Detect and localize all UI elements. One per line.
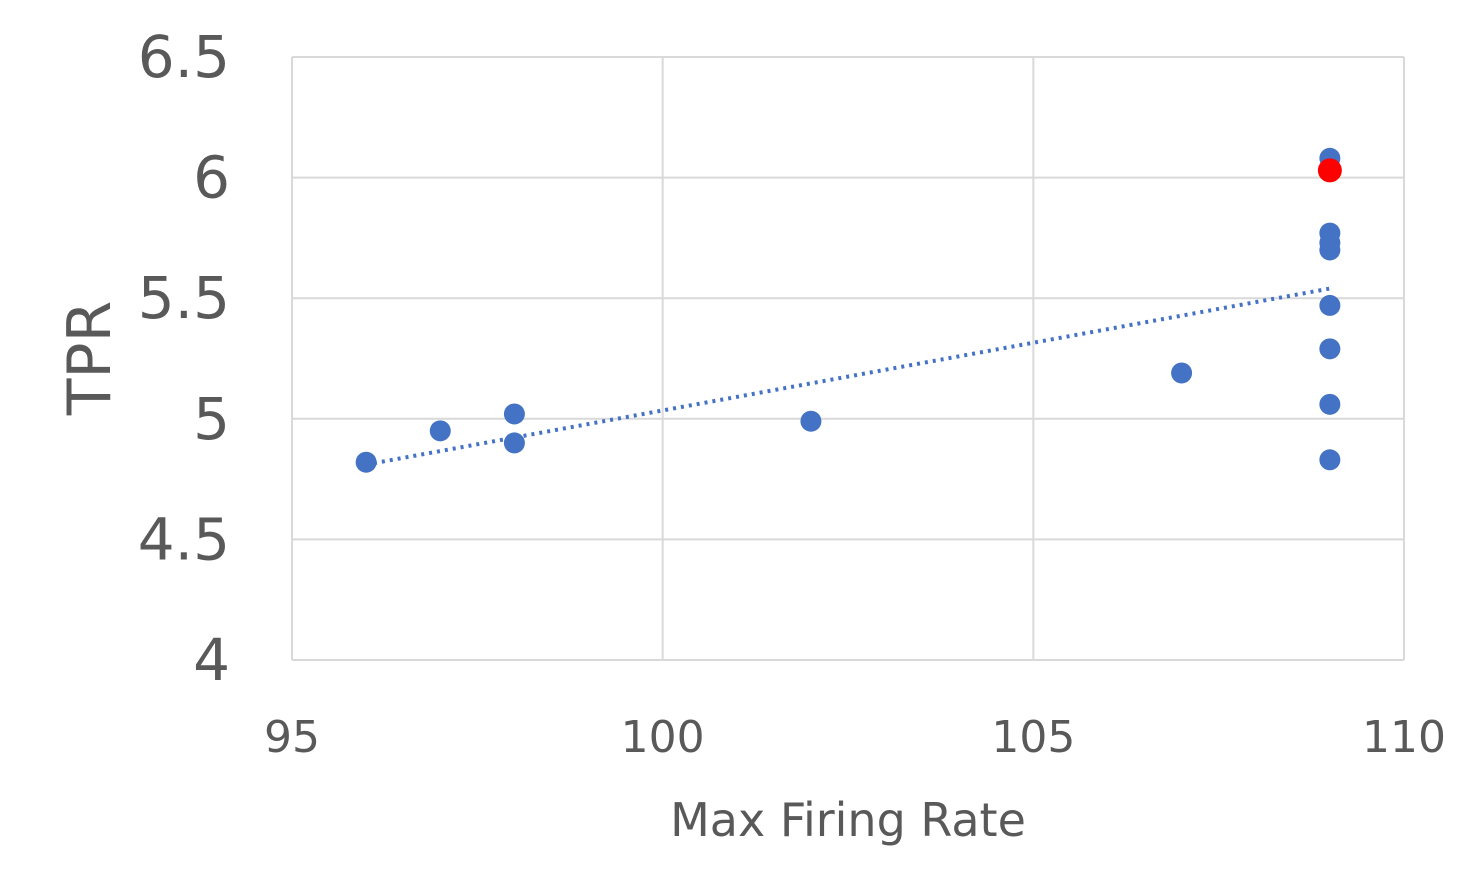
data-point (1319, 338, 1341, 360)
data-point (1171, 362, 1193, 384)
x-tick-label: 95 (264, 712, 320, 763)
data-point (1319, 393, 1341, 415)
y-axis-label: TPR (55, 301, 125, 417)
data-point (1319, 294, 1341, 316)
data-point (1319, 449, 1341, 471)
highlighted-point (1317, 158, 1342, 183)
y-axis-ticks: 4 4.5 5 5.5 6 6.5 (138, 23, 230, 694)
x-tick-label: 100 (621, 712, 705, 763)
data-point (1319, 232, 1341, 254)
y-tick-label: 5.5 (138, 264, 230, 332)
y-tick-label: 5 (193, 385, 230, 453)
data-point (503, 432, 525, 454)
y-tick-label: 6.5 (138, 23, 230, 91)
x-axis-ticks: 95 100 105 110 (264, 712, 1446, 763)
points-group (355, 147, 1342, 473)
data-point (355, 451, 377, 473)
y-tick-label: 6 (193, 144, 230, 212)
data-point (800, 410, 822, 432)
data-point (429, 420, 451, 442)
x-tick-label: 110 (1362, 712, 1446, 763)
data-point (503, 403, 525, 425)
x-axis-label: Max Firing Rate (670, 793, 1026, 847)
trendline (365, 286, 1331, 467)
trendline-group (365, 286, 1331, 467)
x-tick-label: 105 (991, 712, 1075, 763)
y-tick-label: 4 (193, 626, 230, 694)
grid (291, 56, 1405, 661)
y-tick-label: 4.5 (138, 505, 230, 573)
